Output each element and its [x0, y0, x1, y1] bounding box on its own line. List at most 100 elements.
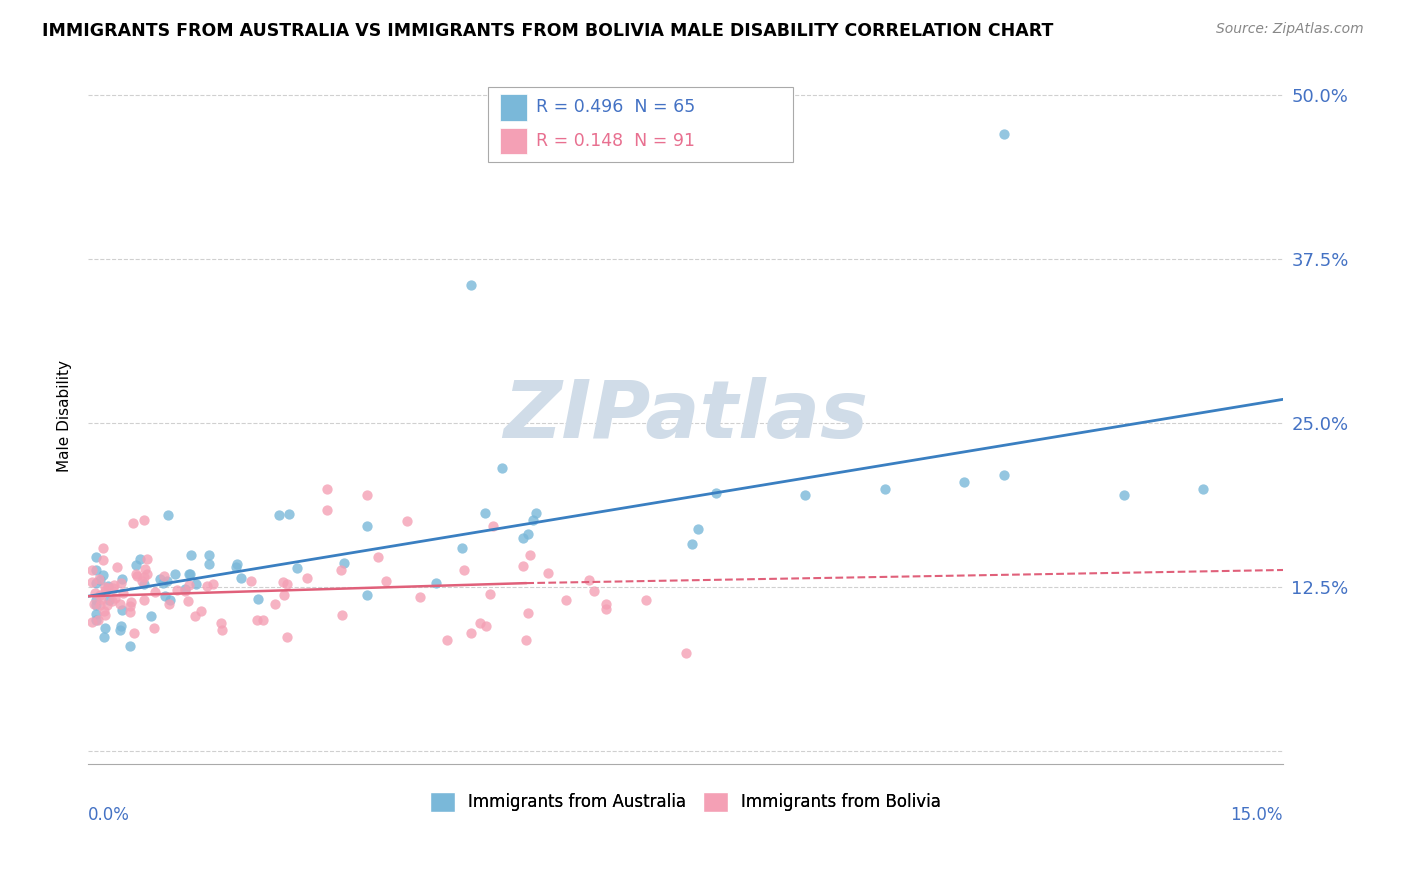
Point: [1192, 482, 1215, 496]
Point: [153, 589, 176, 603]
Point: [537, 566, 560, 580]
Point: [110, 618, 132, 632]
Point: [174, 582, 197, 596]
Point: [482, 519, 505, 533]
Point: [356, 519, 378, 533]
Point: [517, 527, 540, 541]
Point: [98, 592, 121, 607]
Point: [86, 599, 108, 613]
Point: [333, 556, 356, 570]
FancyBboxPatch shape: [501, 128, 527, 154]
Point: [93, 604, 115, 618]
Point: [517, 607, 540, 621]
Point: [143, 585, 166, 599]
Point: [287, 561, 309, 575]
Point: [229, 571, 252, 585]
Point: [134, 593, 156, 607]
Point: [135, 552, 157, 566]
Point: [475, 619, 498, 633]
Point: [263, 597, 285, 611]
Point: [165, 566, 187, 581]
Point: [277, 508, 299, 522]
Point: [125, 558, 148, 572]
Point: [209, 615, 232, 630]
Point: [201, 577, 224, 591]
Point: [953, 475, 976, 489]
Point: [686, 523, 709, 537]
Point: [89, 573, 111, 587]
Text: R = 0.496  N = 65: R = 0.496 N = 65: [536, 98, 696, 117]
Point: [356, 488, 378, 502]
Point: [108, 597, 131, 611]
Text: 15.0%: 15.0%: [1230, 806, 1284, 824]
Point: [149, 572, 172, 586]
Point: [104, 591, 127, 605]
Point: [143, 621, 166, 635]
Point: [83, 597, 105, 611]
Point: [93, 621, 115, 635]
Point: [555, 593, 578, 607]
Text: IMMIGRANTS FROM AUSTRALIA VS IMMIGRANTS FROM BOLIVIA MALE DISABILITY CORRELATION: IMMIGRANTS FROM AUSTRALIA VS IMMIGRANTS …: [42, 22, 1053, 40]
Point: [595, 597, 617, 611]
Point: [595, 602, 617, 616]
Point: [152, 576, 174, 591]
Point: [84, 592, 107, 607]
Point: [273, 575, 295, 590]
Point: [993, 468, 1015, 483]
Point: [460, 626, 482, 640]
Point: [129, 552, 152, 566]
Point: [681, 537, 703, 551]
Point: [295, 571, 318, 585]
Point: [247, 591, 270, 606]
Point: [330, 563, 353, 577]
Point: [239, 574, 262, 589]
Point: [873, 482, 896, 496]
Point: [135, 566, 157, 581]
Point: [101, 594, 124, 608]
Point: [375, 574, 398, 588]
Point: [120, 595, 142, 609]
Text: 0.0%: 0.0%: [89, 806, 129, 824]
Point: [89, 588, 111, 602]
Point: [512, 558, 534, 573]
Point: [84, 607, 107, 622]
Point: [395, 515, 418, 529]
Point: [82, 574, 104, 589]
Point: [91, 541, 114, 555]
Point: [225, 558, 247, 572]
Point: [84, 563, 107, 577]
Point: [93, 630, 115, 644]
Point: [112, 586, 135, 600]
Point: [110, 572, 132, 586]
Point: [94, 607, 117, 622]
Point: [578, 573, 600, 587]
Point: [246, 613, 269, 627]
Text: R = 0.148  N = 91: R = 0.148 N = 91: [536, 132, 695, 150]
Point: [103, 577, 125, 591]
Point: [89, 598, 111, 612]
Point: [704, 486, 727, 500]
Point: [108, 624, 131, 638]
Point: [96, 599, 118, 613]
Point: [634, 593, 657, 607]
Point: [273, 588, 295, 602]
Point: [111, 603, 134, 617]
Point: [97, 578, 120, 592]
Point: [82, 563, 104, 577]
FancyBboxPatch shape: [501, 95, 527, 120]
Point: [225, 560, 247, 574]
Point: [166, 582, 188, 597]
Point: [675, 646, 697, 660]
Point: [367, 549, 389, 564]
Point: [190, 604, 212, 618]
Point: [524, 506, 547, 520]
Point: [179, 566, 201, 581]
Point: [174, 584, 197, 599]
Point: [153, 568, 176, 582]
Y-axis label: Male Disability: Male Disability: [58, 360, 72, 473]
Point: [276, 630, 298, 644]
Point: [125, 567, 148, 582]
Point: [330, 607, 353, 622]
Point: [91, 568, 114, 582]
Point: [122, 626, 145, 640]
